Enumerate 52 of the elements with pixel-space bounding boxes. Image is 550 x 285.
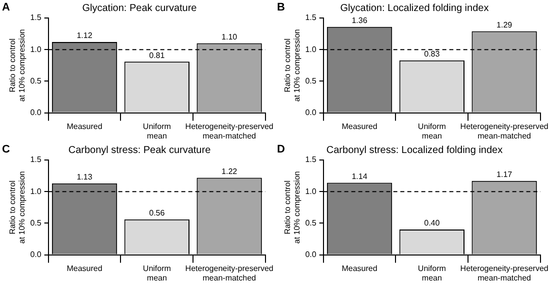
y-axis-title: Ratio to control at 10% compression <box>283 171 302 244</box>
x-tick-label: Heterogeneity-preserved mean-matched <box>185 122 274 140</box>
y-tick-label: 1.0 <box>30 186 42 196</box>
text: B <box>277 2 285 14</box>
y-tick-label: 0.5 <box>305 218 317 228</box>
x-tick-label: Heterogeneity-preserved mean-matched <box>460 122 548 140</box>
x-tick-label: Uniform mean <box>418 122 446 140</box>
y-tick-label: 1.5 <box>30 13 42 22</box>
data-label: 1.10 <box>222 32 238 42</box>
data-label: 0.81 <box>149 50 166 60</box>
y-tick-label: 0.5 <box>30 218 42 228</box>
y-axis-title: Ratio to control at 10% compression <box>8 29 27 102</box>
y-tick-label: 1.0 <box>305 186 317 196</box>
y-tick-label: 1.5 <box>30 155 42 164</box>
chart-title: Carbonyl stress: Peak curvature <box>68 144 212 156</box>
x-tick-label: Uniform mean <box>418 264 446 282</box>
chart-title: Glycation: Localized folding index <box>340 2 489 14</box>
x-tick-label: Measured <box>342 264 378 273</box>
data-label: 1.12 <box>76 31 93 40</box>
x-tick-label: Measured <box>66 264 102 273</box>
y-axis-title: Ratio to control at 10% compression <box>283 29 302 102</box>
data-label: 0.56 <box>149 208 166 218</box>
data-label: 0.83 <box>424 50 440 59</box>
text: A <box>2 2 10 14</box>
y-axis-title: Ratio to control at 10% compression <box>8 171 27 244</box>
y-tick-label: 0.0 <box>305 250 317 260</box>
x-tick-label: Uniform mean <box>142 122 172 140</box>
text: D <box>277 144 285 156</box>
x-tick-label: Uniform mean <box>142 264 172 282</box>
data-label: 1.17 <box>496 170 513 180</box>
data-label: 1.29 <box>496 20 513 30</box>
y-tick-label: 0.0 <box>30 108 42 118</box>
y-tick-label: 0.5 <box>305 76 317 86</box>
data-label: 1.14 <box>352 172 368 181</box>
y-tick-label: 1.0 <box>305 44 317 54</box>
y-tick-label: 0.0 <box>305 108 317 118</box>
data-label: 0.40 <box>424 218 440 228</box>
y-tick-label: 1.5 <box>305 13 317 22</box>
y-tick-label: 1.0 <box>30 44 42 54</box>
data-label: 1.13 <box>76 172 93 182</box>
y-tick-label: 0.0 <box>30 250 42 260</box>
chart-title: Carbonyl stress: Localized folding index <box>326 144 503 156</box>
y-tick-label: 1.5 <box>305 155 317 164</box>
data-label: 1.22 <box>222 166 238 176</box>
chart-title: Glycation: Peak curvature <box>82 2 198 14</box>
x-tick-label: Heterogeneity-preserved mean-matched <box>185 264 274 282</box>
y-tick-label: 0.5 <box>30 76 42 86</box>
x-tick-label: Measured <box>342 122 378 131</box>
data-label: 1.36 <box>352 16 368 26</box>
x-tick-label: Heterogeneity-preserved mean-matched <box>460 264 548 282</box>
x-tick-label: Measured <box>66 122 102 131</box>
text: C <box>2 144 10 156</box>
